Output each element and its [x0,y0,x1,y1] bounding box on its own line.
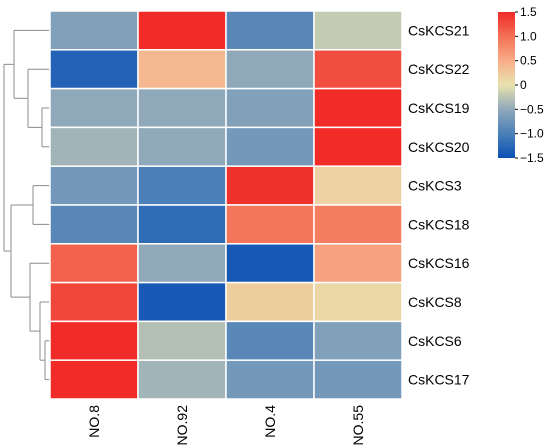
heatmap-cell [49,320,139,361]
heatmap-cell [313,204,403,245]
row-label: CsKCS18 [408,216,470,232]
column-label: NO.92 [174,405,190,446]
heatmap-cell [137,204,227,245]
row-label: CsKCS21 [408,22,470,38]
heatmap-cell [313,243,403,284]
column-label: NO.55 [350,405,366,446]
heatmap-cells [49,10,403,400]
colorbar-tick-label: 0 [520,78,527,92]
colorbar-tick-label: −0.5 [520,102,544,116]
heatmap-cell [49,165,139,206]
row-label: CsKCS17 [408,372,470,388]
heatmap-cell [225,204,315,245]
heatmap-cell [49,243,139,284]
colorbar-tick-label: 1.0 [520,29,537,43]
heatmap-cell [49,126,139,167]
row-dendrogram [3,29,50,381]
colorbar-tick-label: −1.5 [520,151,544,165]
heatmap-cell [225,10,315,51]
heatmap-cell [313,165,403,206]
row-label: CsKCS19 [408,100,470,116]
heatmap-cell [225,87,315,129]
heatmap-cell [313,359,403,400]
colorbar-tick-label: 1.5 [520,5,537,19]
row-label: CsKCS3 [408,178,462,194]
heatmap-cell [313,49,403,90]
heatmap-cell [49,49,139,90]
column-label: NO.4 [262,405,278,438]
heatmap-cell [49,359,139,400]
heatmap-cell [225,243,315,284]
heatmap-cell [225,359,315,400]
heatmap-cell [313,10,403,51]
row-label: CsKCS6 [408,333,462,349]
heatmap-cell [137,126,227,167]
heatmap-cell [225,281,315,323]
heatmap-cell [313,281,403,323]
heatmap-cell [137,49,227,90]
heatmap-cell [225,165,315,206]
row-labels: CsKCS21 CsKCS22 CsKCS19 CsKCS20 CsKCS3 CsKCS1… [408,22,470,387]
heatmap-cell [313,87,403,129]
heatmap-cell [137,165,227,206]
heatmap-cell [313,126,403,167]
row-label: CsKCS8 [408,294,462,310]
row-label: CsKCS16 [408,255,470,271]
row-label: CsKCS22 [408,61,470,77]
heatmap-cell [137,281,227,323]
heatmap-cell [137,243,227,284]
row-label: CsKCS20 [408,139,470,155]
heatmap-cell [137,87,227,129]
heatmap-cell [137,359,227,400]
heatmap-cell [49,204,139,245]
heatmap-cell [137,320,227,361]
column-label: NO.8 [86,405,102,438]
colorbar-gradient [498,12,515,158]
heatmap-cell [49,87,139,129]
color-legend: 1.5 1.0 0.5 0 −0.5 −1.0 −1.5 [498,5,544,165]
colorbar-tick-label: −1.0 [520,127,544,141]
heatmap-cell [313,320,403,361]
column-labels: NO.8 NO.92 NO.4 NO.55 [86,405,366,446]
colorbar-tick-label: 0.5 [520,54,537,68]
heatmap-cell [137,10,227,51]
heatmap-cell [225,320,315,361]
heatmap-cell [225,49,315,90]
heatmap-cell [49,281,139,323]
heatmap-cell [49,10,139,51]
heatmap-cell [225,126,315,167]
